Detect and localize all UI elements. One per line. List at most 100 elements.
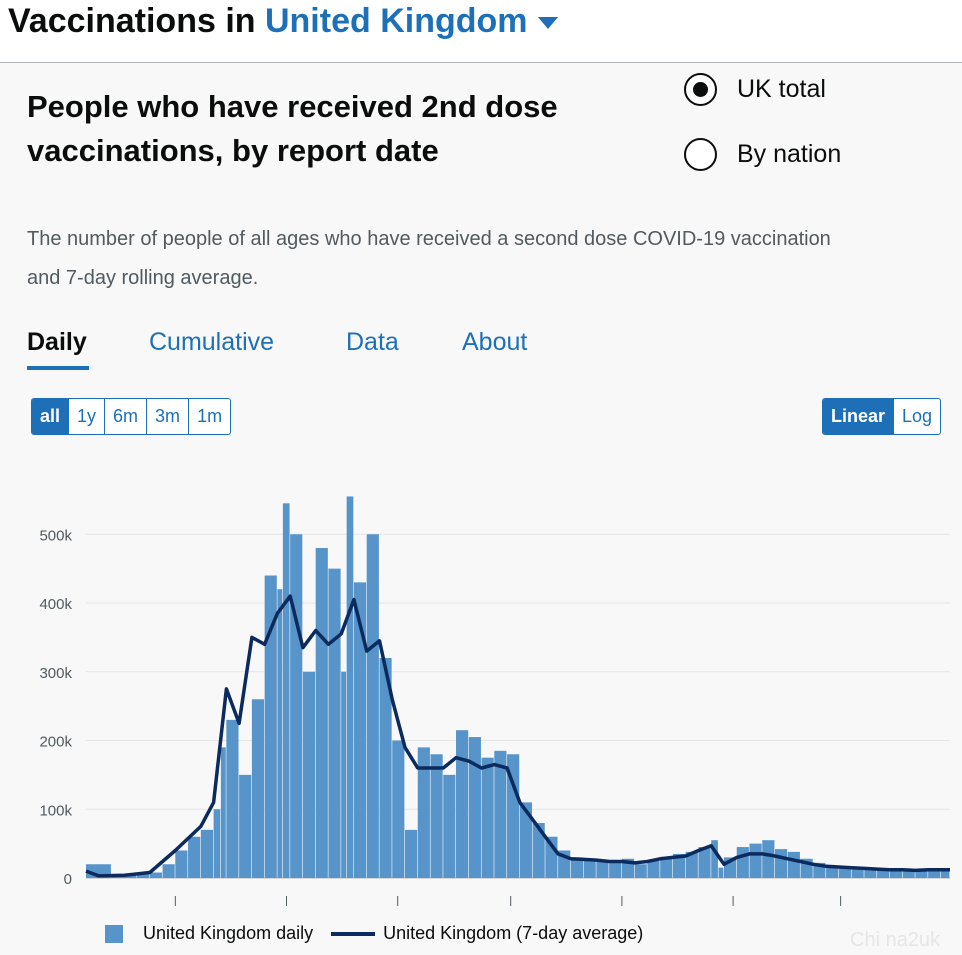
daily-bar	[315, 548, 328, 878]
daily-bar	[481, 757, 494, 878]
active-tab-indicator	[27, 366, 89, 370]
caret-down-icon[interactable]	[537, 17, 558, 30]
daily-bar	[162, 864, 175, 878]
tab-about[interactable]: About	[462, 328, 528, 356]
daily-bar	[532, 823, 545, 878]
daily-bar	[915, 869, 928, 878]
radio-by-nation[interactable]: By nation	[684, 138, 841, 171]
daily-bar	[290, 534, 303, 878]
daily-bar	[239, 774, 252, 878]
tab-data[interactable]: Data	[346, 328, 399, 356]
scale-button-group: Linear Log	[822, 398, 942, 435]
daily-bar	[877, 869, 890, 878]
daily-bar	[940, 868, 950, 878]
daily-bar	[366, 534, 379, 878]
page-title: Vaccinations in United Kingdom	[8, 2, 558, 41]
daily-bar	[226, 719, 239, 878]
daily-bar	[864, 868, 877, 878]
radio-button-icon[interactable]	[684, 138, 717, 171]
daily-bar	[379, 658, 392, 878]
daily-bar	[762, 840, 775, 878]
daily-bar	[787, 851, 800, 878]
y-tick-label: 300k	[39, 665, 72, 682]
scale-linear-button[interactable]: Linear	[823, 399, 894, 434]
range-button-group: all 1y 6m 3m 1m	[31, 398, 232, 435]
daily-bar	[417, 747, 430, 878]
area-name[interactable]: United Kingdom	[264, 2, 528, 40]
daily-bar	[188, 836, 201, 878]
area-selector[interactable]: United Kingdom	[265, 2, 558, 40]
daily-bar	[353, 582, 367, 878]
chart-plot: 0100k200k300k400k500k1 Mar 20211 May 202…	[39, 496, 950, 906]
daily-bar	[583, 858, 596, 878]
radio-uk-total[interactable]: UK total	[684, 73, 826, 106]
daily-bar	[928, 870, 941, 878]
daily-bar	[775, 849, 788, 878]
range-6m-button[interactable]: 6m	[104, 399, 146, 434]
daily-bar	[149, 872, 162, 878]
daily-bar	[570, 857, 584, 878]
card-description: The number of people of all ages who hav…	[27, 228, 831, 289]
daily-bar	[609, 862, 622, 878]
daily-bar	[634, 864, 647, 878]
y-tick-label: 100k	[39, 802, 72, 819]
legend-average-swatch	[331, 931, 376, 936]
daily-bar	[889, 869, 903, 878]
daily-bar	[220, 747, 226, 878]
daily-bar	[302, 671, 316, 878]
daily-bar	[660, 857, 673, 878]
daily-bars	[86, 496, 950, 878]
y-tick-label: 200k	[39, 734, 72, 751]
daily-bar	[404, 829, 418, 878]
y-tick-label: 0	[64, 871, 72, 888]
range-3m-button[interactable]: 3m	[146, 399, 188, 434]
chart-card: People who have received 2nd dose vaccin…	[0, 63, 962, 955]
radio-button-selected-icon[interactable]	[684, 73, 717, 106]
daily-bar	[443, 774, 456, 878]
daily-bar	[137, 873, 150, 878]
page-title-prefix: Vaccinations in	[8, 2, 256, 40]
daily-bar	[596, 859, 609, 878]
daily-bar	[826, 865, 839, 878]
legend-average-label: United Kingdom (7-day average)	[383, 923, 644, 943]
daily-bar	[456, 730, 469, 878]
daily-bar	[507, 754, 520, 878]
chart-axes: 0100k200k300k400k500k1 Mar 20211 May 202…	[39, 527, 842, 906]
daily-bar	[175, 850, 188, 878]
watermark: Chi na2uk	[850, 929, 941, 951]
daily-bar	[718, 867, 724, 878]
daily-bar	[282, 503, 290, 878]
daily-bar	[277, 589, 283, 878]
daily-bar	[346, 496, 354, 878]
range-1m-button[interactable]: 1m	[188, 399, 230, 434]
daily-bar	[902, 870, 915, 878]
daily-bar	[685, 851, 698, 878]
range-1y-button[interactable]: 1y	[68, 399, 104, 434]
daily-bar	[328, 568, 341, 878]
radio-label[interactable]: UK total	[737, 75, 826, 103]
daily-bar	[647, 860, 660, 878]
range-all-button[interactable]: all	[32, 399, 69, 434]
daily-bar	[838, 867, 851, 878]
daily-bar	[519, 802, 532, 878]
legend-daily-label: United Kingdom daily	[143, 923, 314, 943]
daily-bar	[736, 847, 749, 878]
daily-bar	[251, 699, 265, 878]
y-tick-label: 500k	[39, 527, 72, 544]
daily-bar	[851, 867, 864, 878]
daily-bar	[711, 840, 718, 878]
tab-daily[interactable]: Daily	[27, 328, 87, 356]
daily-bar	[698, 847, 711, 878]
daily-bar	[213, 809, 221, 878]
legend-daily-swatch	[105, 924, 123, 943]
daily-bar	[749, 843, 762, 878]
scale-log-button[interactable]: Log	[893, 399, 940, 434]
tab-cumulative[interactable]: Cumulative	[149, 328, 275, 356]
radio-label[interactable]: By nation	[737, 140, 842, 168]
chart-legend: United Kingdom daily United Kingdom (7-d…	[105, 923, 643, 944]
daily-bar	[392, 740, 405, 878]
page-header: Vaccinations in United Kingdom	[0, 0, 962, 63]
daily-bar	[430, 754, 443, 878]
daily-bar	[672, 853, 686, 878]
daily-bar	[468, 737, 481, 878]
